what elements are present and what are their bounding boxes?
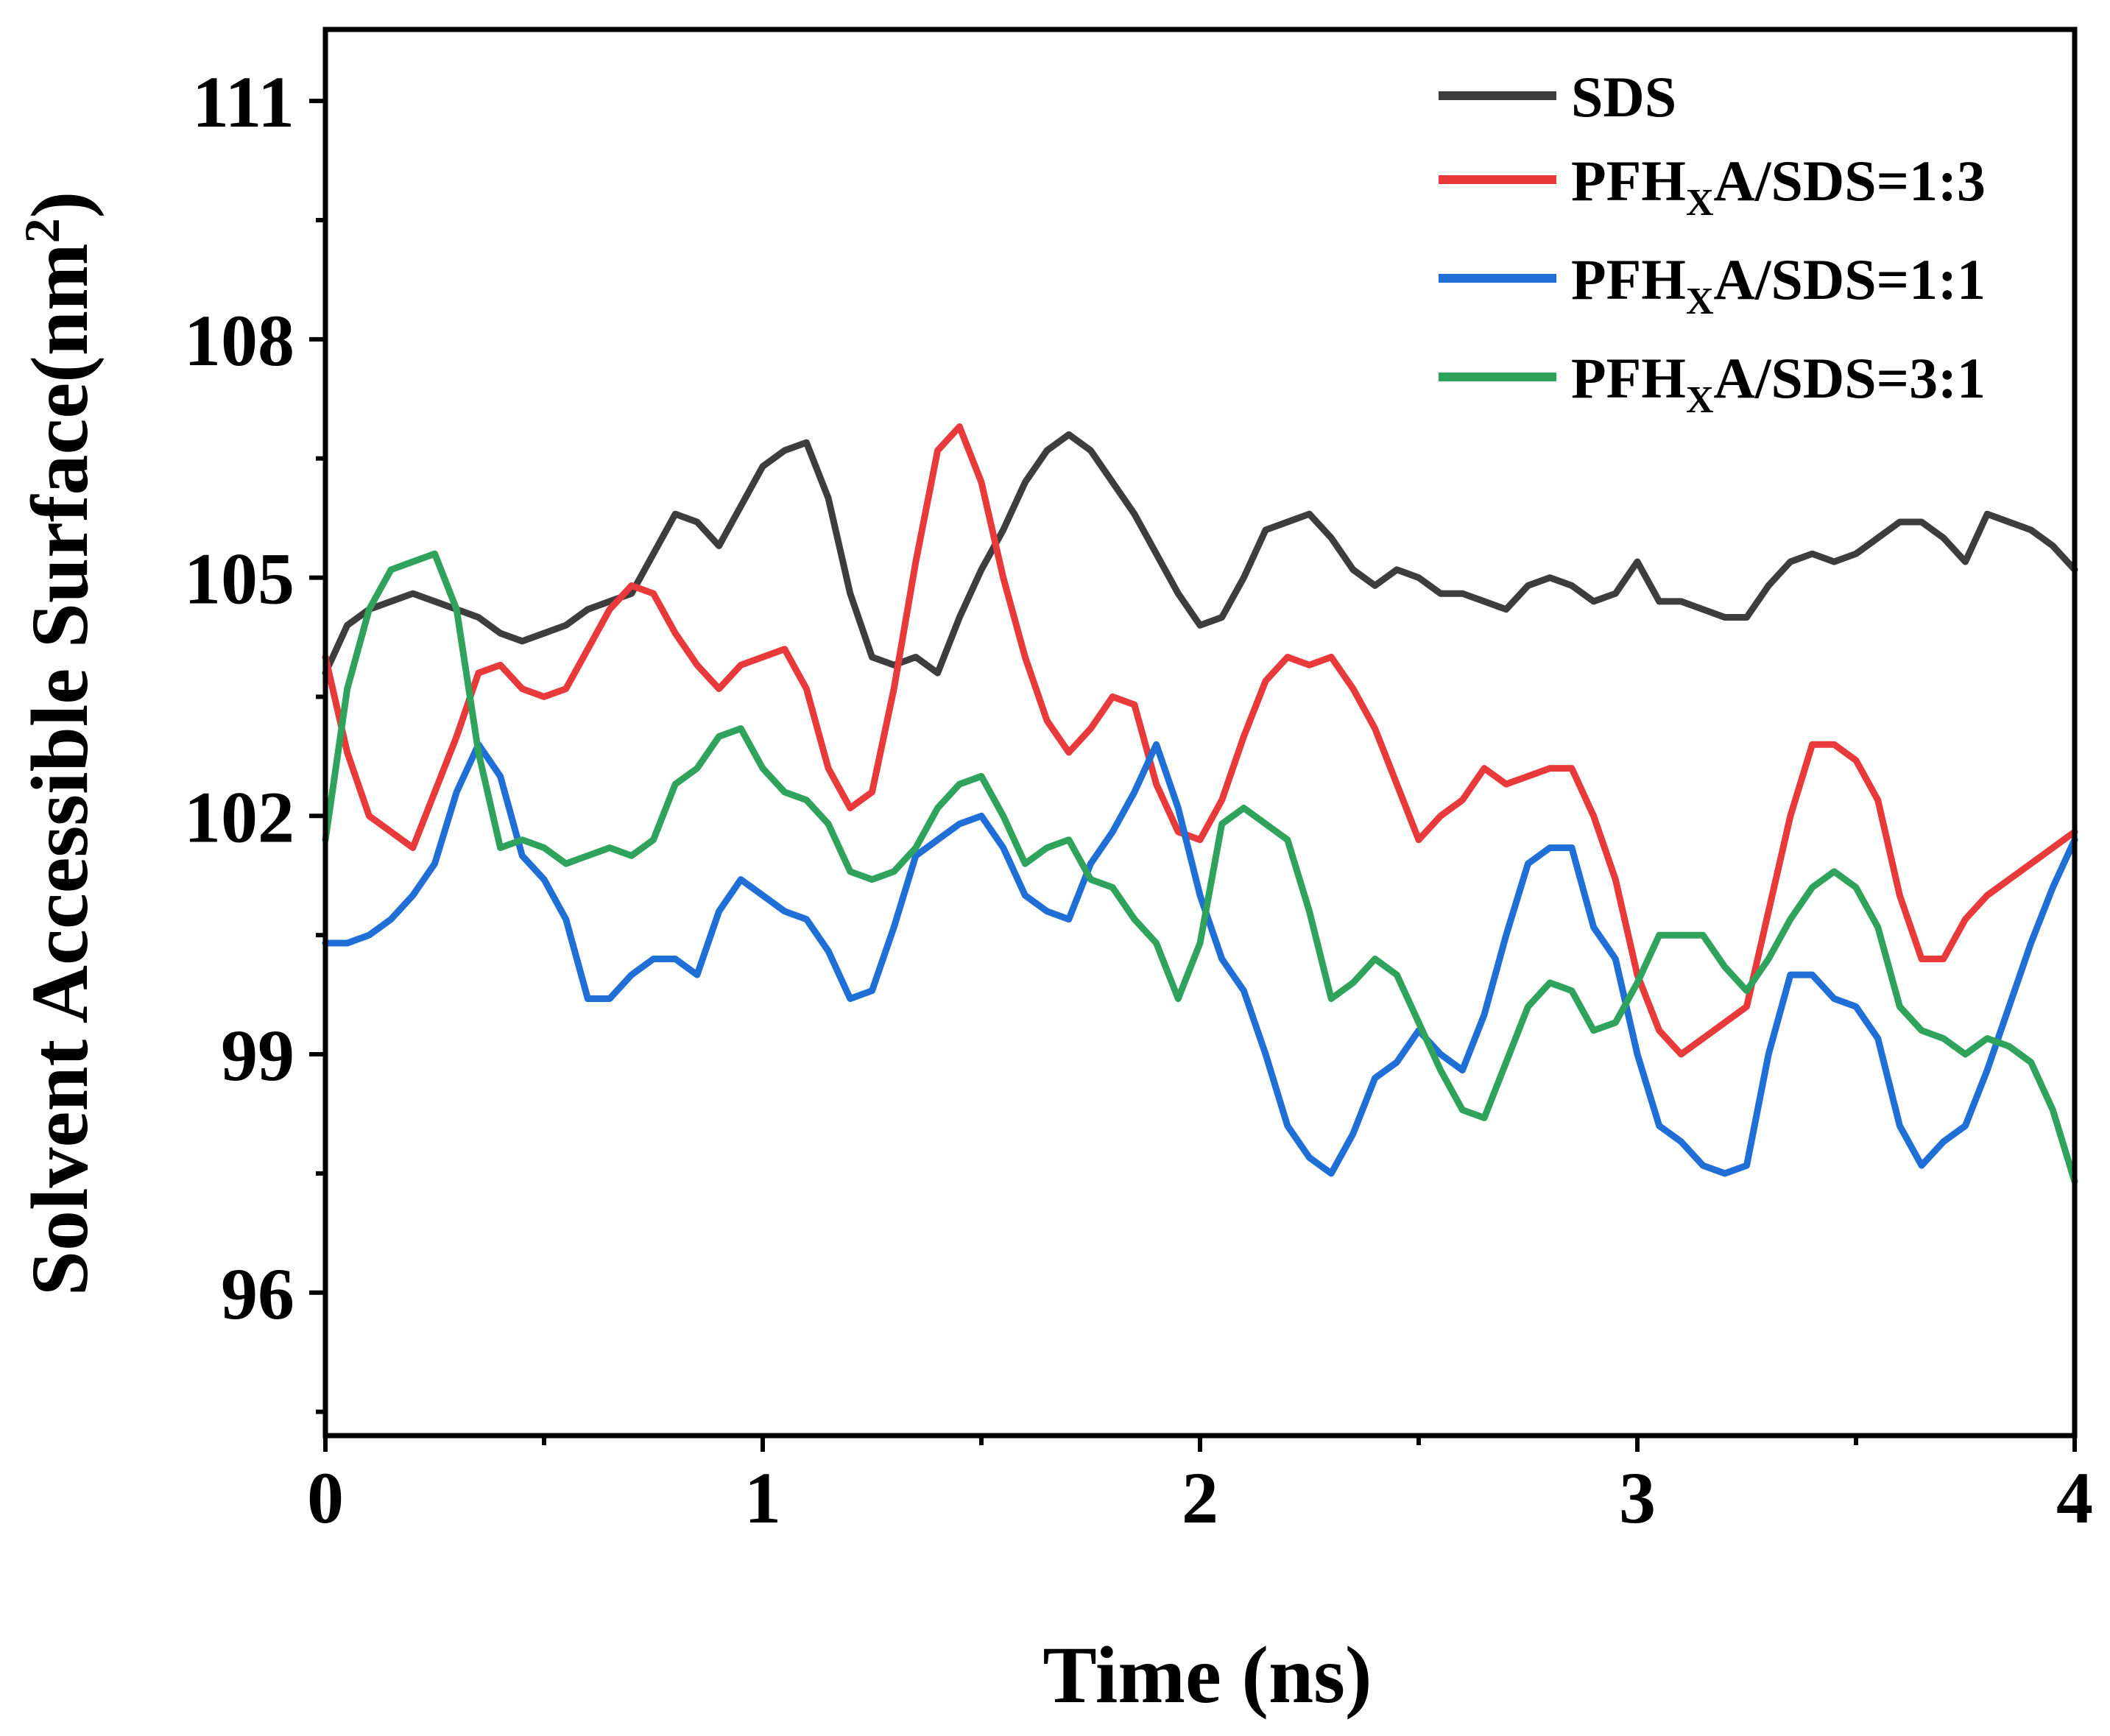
series-line-1: [322, 423, 2078, 1058]
y-tick-label: 99: [221, 1015, 294, 1096]
x-tick-label: 3: [1619, 1457, 1656, 1539]
legend-label-1-3-pre: PFH: [1571, 149, 1686, 213]
legend-label-sds: SDS: [1571, 65, 1676, 129]
legend-label-1-3: PFHXA/SDS=1:3: [1571, 149, 1986, 224]
legend-label-1-3-post: A/SDS=1:3: [1714, 149, 1986, 213]
legend-label-1-1-sub: X: [1686, 280, 1714, 322]
tick-layer: [309, 99, 2077, 1452]
legend-label-3-1-sub: X: [1686, 379, 1714, 421]
x-tick-label: 2: [1182, 1457, 1218, 1539]
legend-label-1-1-post: A/SDS=1:1: [1714, 247, 1986, 311]
x-tick-label: 4: [2056, 1457, 2093, 1539]
x-tick-label: 0: [307, 1457, 344, 1539]
x-tick-label: 1: [744, 1457, 781, 1539]
legend-entry-1-3: PFHXA/SDS=1:3: [1439, 149, 1986, 224]
legend-label-1-3-sub: X: [1686, 182, 1714, 224]
y-axis-title-end: ): [15, 191, 105, 219]
y-axis-title-superscript: 2: [14, 218, 70, 243]
y-tick-label: 96: [221, 1253, 294, 1335]
tick-label-layer: 0 1 2 3 4 96 99 102 105 108 111: [184, 61, 2093, 1539]
series-line-3: [322, 550, 2078, 1185]
legend-entry-3-1: PFHXA/SDS=3:1: [1439, 346, 1986, 421]
legend-entry-1-1: PFHXA/SDS=1:1: [1439, 247, 1986, 322]
y-tick-label: 108: [184, 300, 294, 381]
legend-entry-sds: SDS: [1439, 65, 1676, 129]
y-axis-title-group: Solvent Accessible Surface(nm2): [14, 191, 105, 1296]
legend: SDS PFHXA/SDS=1:3 PFHXA/SDS=1:1 PFHXA/SD…: [1439, 65, 1986, 421]
series-line-2: [322, 741, 2078, 1177]
data-series-layer: [322, 423, 2078, 1185]
legend-label-sds-main: SDS: [1571, 65, 1676, 129]
legend-label-3-1: PFHXA/SDS=3:1: [1571, 346, 1986, 421]
x-axis-title: Time (ns): [1042, 1630, 1372, 1720]
y-tick-label: 105: [184, 538, 294, 620]
y-axis-title-base: Solvent Accessible Surface(nm: [15, 243, 105, 1296]
legend-label-1-1: PFHXA/SDS=1:1: [1571, 247, 1986, 322]
y-axis-title: Solvent Accessible Surface(nm2): [14, 191, 105, 1296]
legend-label-3-1-pre: PFH: [1571, 346, 1686, 410]
legend-label-3-1-post: A/SDS=3:1: [1714, 346, 1986, 410]
y-tick-label: 102: [184, 776, 294, 858]
legend-label-1-1-pre: PFH: [1571, 247, 1686, 311]
y-tick-label: 111: [192, 61, 294, 143]
